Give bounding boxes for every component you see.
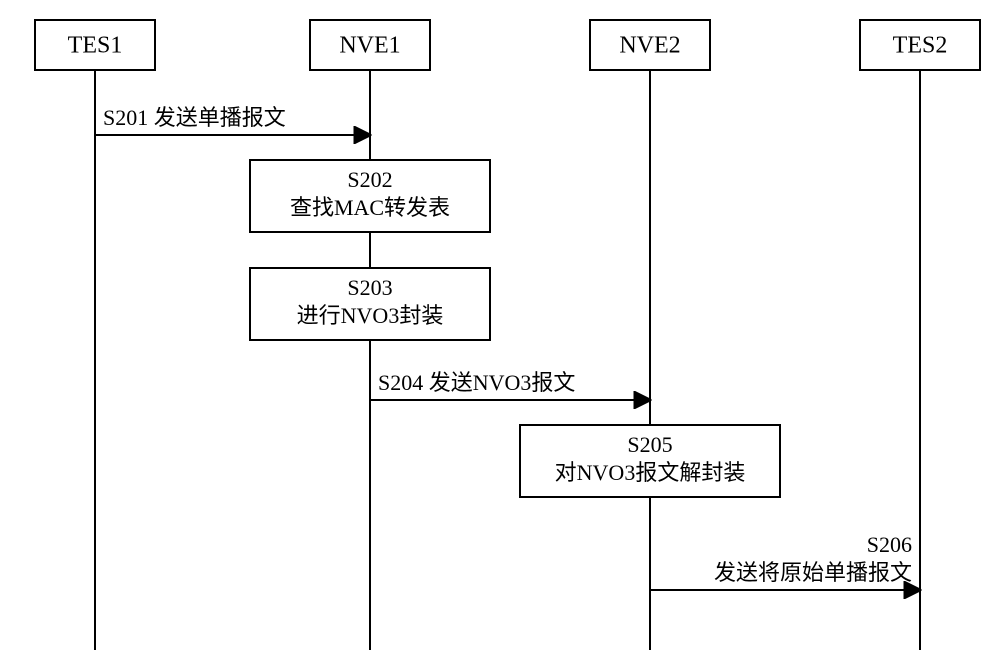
step-label-s202-line1: S202 bbox=[347, 167, 392, 192]
step-label-s203-line1: S203 bbox=[347, 275, 392, 300]
message-label-s206-line1: S206 bbox=[867, 532, 912, 557]
participant-label-nve2: NVE2 bbox=[619, 33, 680, 59]
step-label-s203-line2: 进行NVO3封装 bbox=[297, 303, 444, 328]
participant-label-tes1: TES1 bbox=[68, 33, 123, 59]
participant-label-tes2: TES2 bbox=[893, 33, 948, 59]
step-label-s205-line2: 对NVO3报文解封装 bbox=[555, 460, 746, 485]
message-label-s204: S204 发送NVO3报文 bbox=[378, 370, 575, 395]
participant-label-nve1: NVE1 bbox=[339, 33, 400, 59]
step-label-s202-line2: 查找MAC转发表 bbox=[290, 195, 450, 220]
step-label-s205-line1: S205 bbox=[627, 432, 672, 457]
message-label-s206-line2: 发送将原始单播报文 bbox=[714, 560, 912, 585]
message-label-s201: S201 发送单播报文 bbox=[103, 105, 286, 130]
